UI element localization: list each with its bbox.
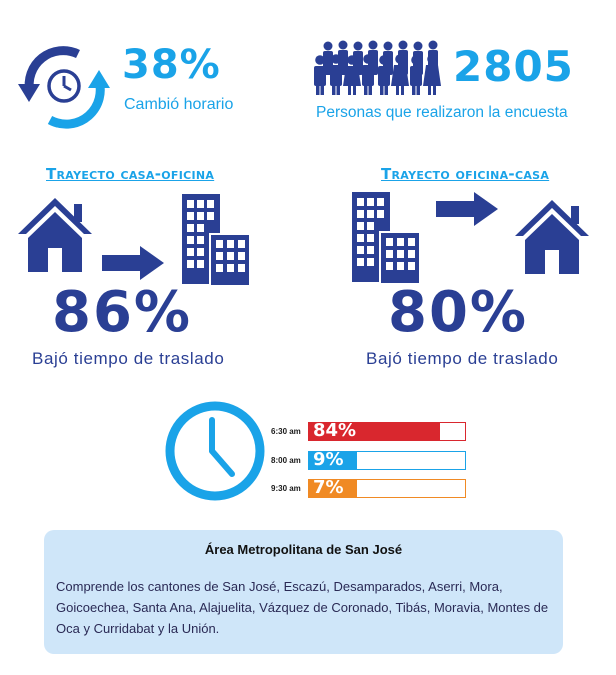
respondents-caption: Personas que realizaron la encuesta [316, 104, 568, 121]
bar-fill [309, 452, 357, 469]
office-building-icon [182, 194, 250, 286]
house-icon [515, 200, 589, 274]
schedule-change-caption: Cambió horario [124, 96, 234, 113]
route-value-home-office: 86% [52, 280, 193, 345]
route-caption-home-office: Bajó tiempo de traslado [32, 349, 225, 368]
clock-icon [165, 401, 265, 501]
info-body: Comprende los cantones de San José, Esca… [56, 579, 549, 636]
arrow-right-icon [102, 246, 164, 280]
schedule-bar: 84% [308, 420, 466, 441]
bar-label: 84% [313, 420, 357, 441]
info-title: Área Metropolitana de San José [204, 542, 403, 557]
schedule-change-stat: 38% Cambió horario [18, 40, 278, 135]
route-title-office-home: Trayecto oficina-casa [381, 165, 550, 183]
respondents-stat: 2805 Personas que realizaron la encuesta [312, 38, 602, 133]
clock-cycle-icon [18, 46, 110, 129]
time-label: 8:00 am [271, 456, 301, 465]
bar-label: 9% [313, 449, 344, 470]
time-label: 9:30 am [271, 484, 301, 493]
route-caption-office-home: Bajó tiempo de traslado [366, 349, 559, 368]
route-value-office-home: 80% [388, 280, 529, 345]
people-crowd-icon [314, 40, 441, 95]
bar-fill [309, 423, 441, 440]
respondents-value: 2805 [453, 42, 574, 91]
schedule-change-value: 38% [122, 42, 221, 88]
office-building-icon [352, 192, 420, 284]
time-label: 6:30 am [271, 427, 301, 436]
house-icon [18, 198, 92, 272]
bar-label: 7% [313, 477, 344, 498]
route-title-home-office: Trayecto casa-oficina [46, 165, 215, 183]
bar-fill [309, 480, 357, 497]
arrow-right-icon [436, 192, 498, 226]
schedule-bar: 7% [308, 477, 466, 498]
info-panel: Área Metropolitana de San José Comprende… [44, 530, 563, 654]
schedule-bar: 9% [308, 449, 466, 470]
